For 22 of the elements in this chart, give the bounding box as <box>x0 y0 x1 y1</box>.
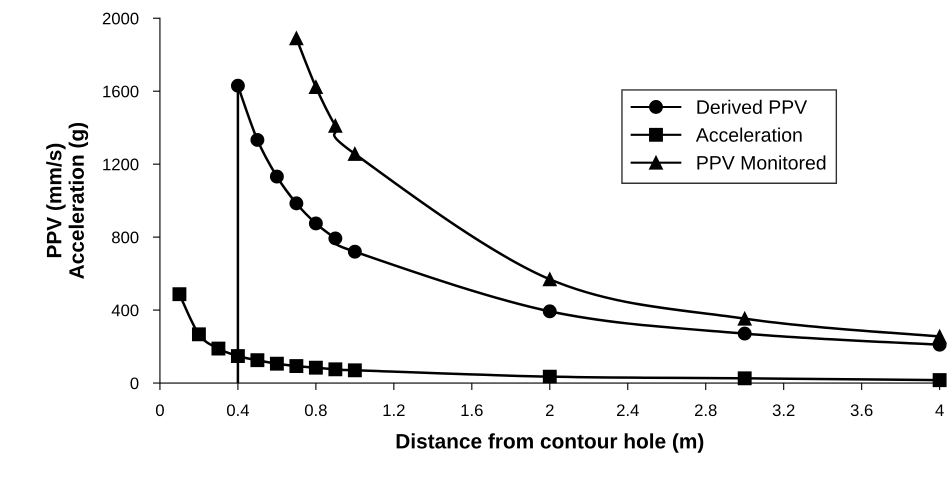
x-tick-label: 0.8 <box>304 404 327 416</box>
x-tick-label: 2.4 <box>617 404 639 416</box>
legend-label: Acceleration <box>696 128 802 142</box>
x-tick-label: 3.6 <box>850 404 873 416</box>
x-tick-label: 3.2 <box>772 404 794 416</box>
x-tick-label: 0 <box>156 404 164 416</box>
x-tick-label: 2.8 <box>694 404 717 416</box>
legend-label: Derived PPV <box>697 100 808 114</box>
x-axis-title: Distance from contour hole (m) <box>396 433 704 453</box>
y-tick-label: 1600 <box>103 86 138 98</box>
x-tick-label: 1.6 <box>462 404 483 416</box>
y-tick-label: 800 <box>112 232 138 244</box>
y-tick-label: 400 <box>112 304 138 316</box>
y-tick-label: 2000 <box>102 12 138 24</box>
y-axis-title: PPV (mm/s) Acceleration (g) <box>46 122 88 279</box>
x-tick-label: 4 <box>935 404 944 416</box>
x-tick-label: 1.2 <box>384 404 405 416</box>
x-tick-label: 2 <box>546 404 554 416</box>
legend-label: PPV Monitored <box>697 155 826 170</box>
x-tick-label: 0.4 <box>226 404 249 416</box>
y-tick-label: 0 <box>130 377 138 390</box>
y-tick-label: 1200 <box>103 158 138 170</box>
